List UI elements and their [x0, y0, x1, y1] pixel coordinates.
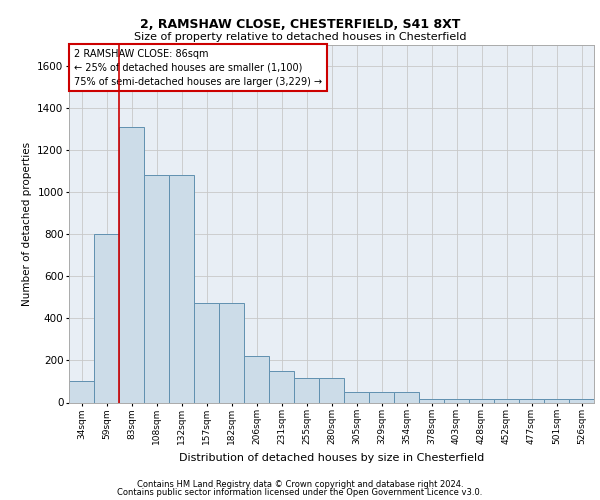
Bar	[369, 392, 394, 402]
Bar	[444, 398, 469, 402]
Bar	[519, 398, 544, 402]
Text: Contains public sector information licensed under the Open Government Licence v3: Contains public sector information licen…	[118, 488, 482, 497]
Bar	[469, 398, 494, 402]
Bar	[319, 378, 344, 402]
Bar	[394, 392, 419, 402]
Text: 2 RAMSHAW CLOSE: 86sqm
← 25% of detached houses are smaller (1,100)
75% of semi-: 2 RAMSHAW CLOSE: 86sqm ← 25% of detached…	[74, 48, 322, 86]
Text: Contains HM Land Registry data © Crown copyright and database right 2024.: Contains HM Land Registry data © Crown c…	[137, 480, 463, 489]
Bar	[494, 398, 519, 402]
Y-axis label: Number of detached properties: Number of detached properties	[22, 142, 32, 306]
Bar	[269, 371, 294, 402]
Bar	[294, 378, 319, 402]
Bar	[69, 382, 94, 402]
Bar	[169, 176, 194, 402]
Text: Size of property relative to detached houses in Chesterfield: Size of property relative to detached ho…	[134, 32, 466, 42]
Text: 2, RAMSHAW CLOSE, CHESTERFIELD, S41 8XT: 2, RAMSHAW CLOSE, CHESTERFIELD, S41 8XT	[140, 18, 460, 30]
Bar	[144, 176, 169, 402]
Bar	[344, 392, 369, 402]
Bar	[244, 356, 269, 403]
Bar	[544, 398, 569, 402]
Bar	[119, 127, 144, 402]
Bar	[419, 398, 444, 402]
Bar	[94, 234, 119, 402]
Bar	[569, 398, 594, 402]
Bar	[219, 302, 244, 402]
X-axis label: Distribution of detached houses by size in Chesterfield: Distribution of detached houses by size …	[179, 453, 484, 463]
Bar	[194, 302, 219, 402]
